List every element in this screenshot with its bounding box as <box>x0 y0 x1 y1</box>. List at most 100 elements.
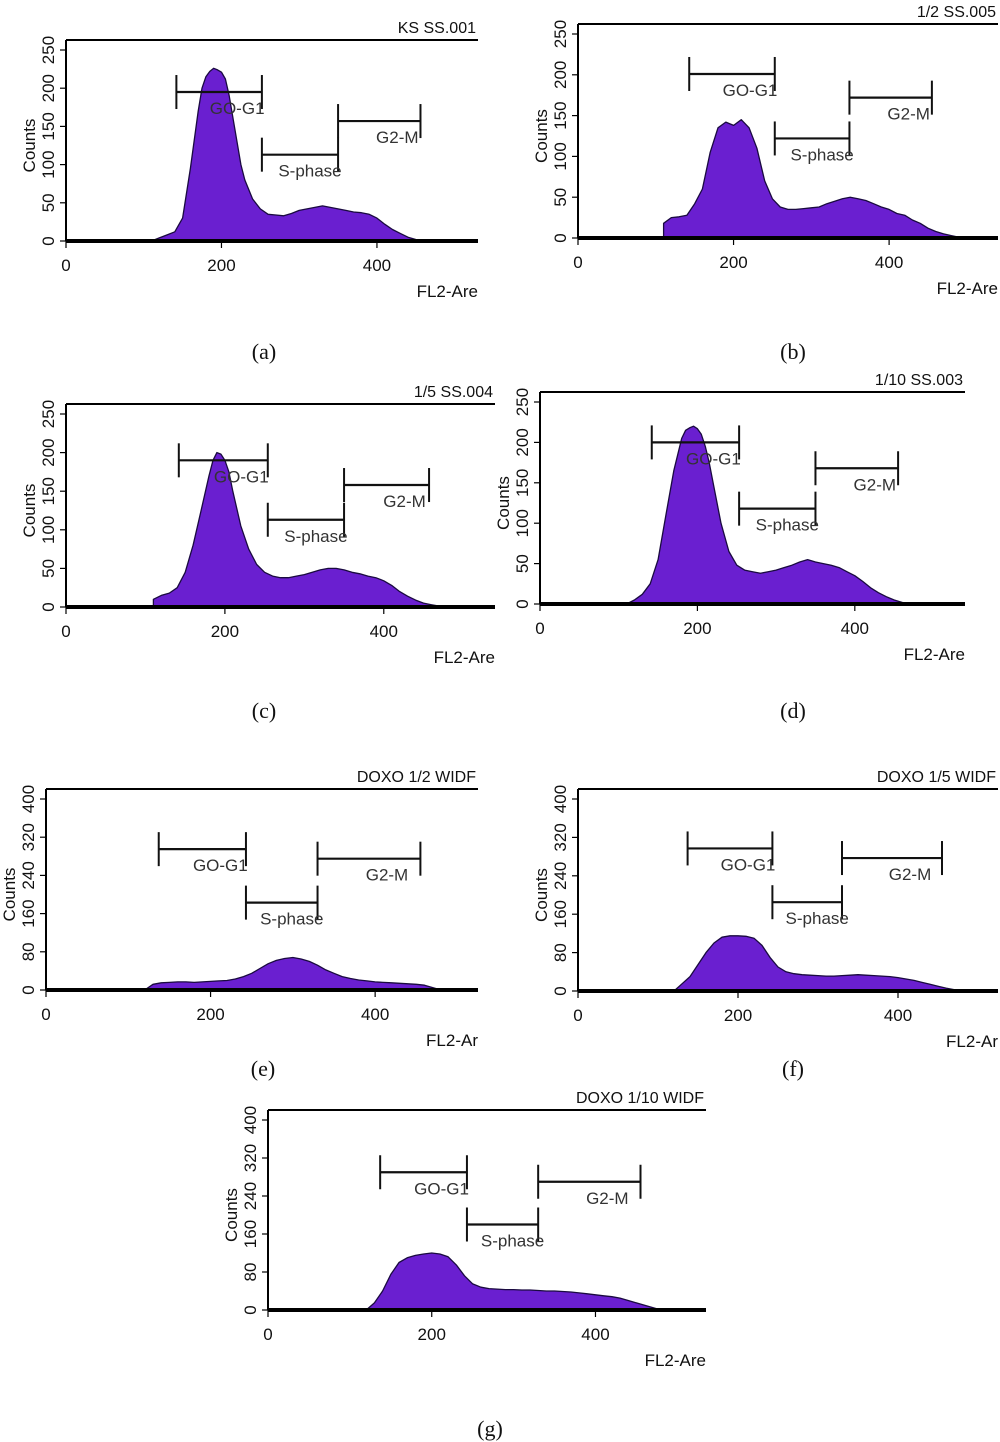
x-axis-title: FL2-Are <box>434 648 495 667</box>
x-tick-label: 0 <box>573 1006 582 1025</box>
y-tick-label: 160 <box>551 900 570 928</box>
y-tick-label: 0 <box>39 602 58 611</box>
panel-caption: (f) <box>782 1056 804 1081</box>
x-axis-title: FL2-Are <box>904 645 965 664</box>
y-tick-label: 320 <box>19 823 38 851</box>
gate-label: GO-G1 <box>210 99 265 118</box>
x-tick-label: 200 <box>683 619 711 638</box>
gate-marker: G2-M <box>848 80 933 124</box>
gate-label: S-phase <box>260 910 323 929</box>
y-tick-label: 50 <box>551 188 570 207</box>
x-tick-label: 0 <box>573 253 582 272</box>
gate-label: GO-G1 <box>214 467 269 486</box>
gate-label: S-phase <box>786 909 849 928</box>
panel-caption: (c) <box>252 698 276 723</box>
panel-title: DOXO 1/5 WIDF <box>877 769 996 786</box>
y-tick-label: 400 <box>551 785 570 813</box>
gate-label: S-phase <box>284 527 347 546</box>
gate-label: G2-M <box>383 492 426 511</box>
y-tick-label: 100 <box>39 150 58 178</box>
y-axis-title: Counts <box>0 868 19 922</box>
gate-marker: GO-G1 <box>177 443 269 486</box>
x-tick-label: 200 <box>418 1325 446 1344</box>
panel-caption: (g) <box>477 1416 503 1441</box>
x-tick-label: 0 <box>535 619 544 638</box>
panel-caption: (d) <box>780 698 806 723</box>
panel-caption: (e) <box>251 1056 275 1081</box>
x-tick-label: 200 <box>724 1006 752 1025</box>
chart-panel-a: KS SS.001 0 50 100 150 200 250 0 200 400 Counts FL2… <box>20 20 478 364</box>
x-tick-label: 400 <box>363 256 391 275</box>
histogram-area <box>365 1252 662 1311</box>
y-axis-title: Counts <box>20 119 39 173</box>
gate-marker: G2-M <box>537 1164 642 1208</box>
histogram-area <box>150 67 433 242</box>
chart-panel-f: DOXO 1/5 WIDF 0 80 160 240 320 400 0 200 400 Count… <box>532 769 998 1081</box>
y-tick-label: 50 <box>39 559 58 578</box>
gate-marker: S-phase <box>771 885 849 928</box>
gate-label: S-phase <box>278 162 341 181</box>
panel-title: DOXO 1/2 WIDF <box>357 769 476 786</box>
y-axis-title: Counts <box>20 484 39 538</box>
y-tick-label: 150 <box>39 477 58 505</box>
y-tick-label: 0 <box>551 233 570 242</box>
panel-caption: (b) <box>780 339 806 364</box>
gate-marker: GO-G1 <box>175 75 265 118</box>
y-tick-label: 0 <box>39 236 58 245</box>
chart-panel-e: DOXO 1/2 WIDF 0 80 160 240 320 400 0 200 400 Count… <box>0 769 478 1081</box>
gate-marker: G2-M <box>814 451 900 494</box>
gate-marker: S-phase <box>773 121 854 164</box>
y-tick-label: 100 <box>551 142 570 170</box>
panel-title: 1/10 SS.003 <box>875 372 963 389</box>
x-tick-label: 200 <box>196 1005 224 1024</box>
panel-title: 1/5 SS.004 <box>414 384 493 401</box>
y-tick-label: 100 <box>39 516 58 544</box>
x-tick-label: 200 <box>719 253 747 272</box>
panel-title: DOXO 1/10 WIDF <box>576 1090 704 1107</box>
gate-marker: G2-M <box>337 104 422 147</box>
gate-label: G2-M <box>366 866 409 885</box>
y-tick-label: 80 <box>551 943 570 962</box>
x-tick-label: 0 <box>263 1325 272 1344</box>
gate-marker: G2-M <box>343 468 431 511</box>
y-tick-label: 160 <box>19 899 38 927</box>
y-axis-title: Counts <box>532 109 551 163</box>
gate-label: GO-G1 <box>414 1179 469 1198</box>
gate-marker: S-phase <box>738 491 819 535</box>
panel-title: 1/2 SS.005 <box>917 4 996 21</box>
y-tick-label: 200 <box>513 428 532 456</box>
gate-marker: S-phase <box>465 1207 544 1251</box>
y-tick-label: 150 <box>513 469 532 497</box>
gate-marker: GO-G1 <box>650 425 741 468</box>
y-axis-title: Counts <box>494 476 513 530</box>
x-axis-title: FL2-Ar <box>946 1032 998 1051</box>
gate-label: GO-G1 <box>686 449 741 468</box>
y-tick-label: 0 <box>241 1305 260 1314</box>
x-tick-label: 400 <box>875 253 903 272</box>
gate-label: G2-M <box>889 865 932 884</box>
gate-label: GO-G1 <box>193 856 248 875</box>
y-tick-label: 80 <box>241 1263 260 1282</box>
x-tick-label: 400 <box>884 1006 912 1025</box>
y-tick-label: 240 <box>551 862 570 890</box>
x-axis-title: FL2-Ar <box>426 1031 478 1050</box>
panel-caption: (a) <box>252 339 276 364</box>
y-tick-label: 240 <box>241 1182 260 1210</box>
gate-marker: S-phase <box>244 885 323 929</box>
histogram-area <box>625 425 911 605</box>
y-tick-label: 250 <box>39 36 58 64</box>
y-tick-label: 80 <box>19 942 38 961</box>
chart-panel-b: 1/2 SS.005 0 50 100 150 200 250 0 200 400 Counts FL… <box>532 4 998 364</box>
y-tick-label: 250 <box>39 400 58 428</box>
y-tick-label: 400 <box>241 1106 260 1134</box>
gate-marker: GO-G1 <box>157 832 248 875</box>
y-tick-label: 50 <box>513 554 532 573</box>
y-tick-label: 320 <box>551 823 570 851</box>
chart-panel-d: 1/10 SS.003 0 50 100 150 200 250 0 200 400 Counts F… <box>494 372 965 723</box>
x-tick-label: 0 <box>61 622 70 641</box>
histogram-area <box>673 935 963 992</box>
gate-label: G2-M <box>887 105 930 124</box>
histogram-area <box>144 956 442 991</box>
y-tick-label: 250 <box>551 20 570 48</box>
